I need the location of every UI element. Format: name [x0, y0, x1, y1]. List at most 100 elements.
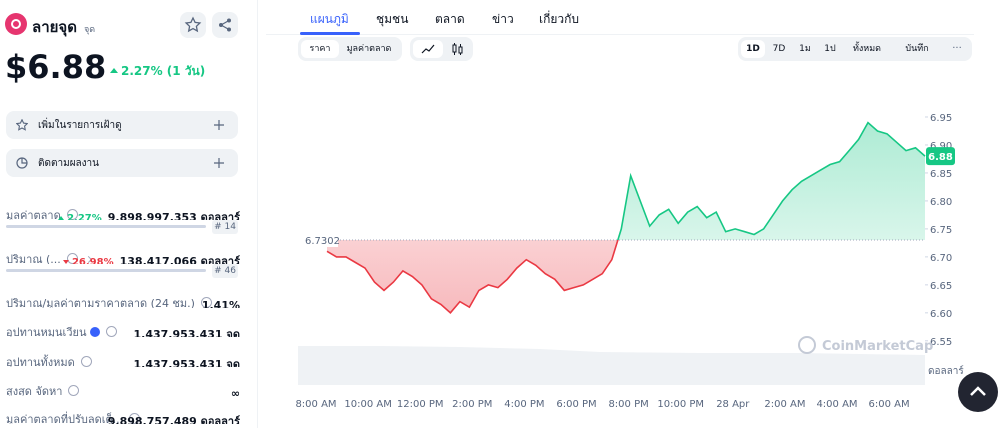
x-tick-label: 6:00 AM: [869, 399, 910, 410]
change-arrow: [62, 260, 69, 264]
tab-underline: [300, 32, 360, 35]
y-unit: ดอลลาร์: [928, 365, 964, 377]
stat-value-group: 1.41%: [202, 294, 240, 308]
range-button[interactable]: 1D: [741, 40, 765, 58]
tab[interactable]: ข่าว: [492, 12, 514, 26]
stat-row: สูงสุด จัดหา ∞: [6, 380, 240, 396]
stat-row: ปริมาณ/มูลค่าตามราคาตลาด (24 ชม.) 1.41%: [6, 292, 240, 308]
change-arrow: [58, 216, 65, 220]
stat-label: ปริมาณ/มูลค่าตามราคาตลาด (24 ชม.): [6, 294, 212, 308]
range-button[interactable]: บันทึก: [905, 44, 929, 54]
stat-value: ∞: [230, 387, 240, 396]
stat-change-text: 2.27%: [67, 213, 102, 220]
line-style-button[interactable]: [413, 40, 443, 58]
x-tick-label: 8:00 PM: [608, 399, 648, 410]
price: $6.88: [5, 48, 107, 86]
price-line-down: [326, 239, 619, 314]
stat-label: อุปทานหมุนเวียน: [6, 323, 118, 337]
tab-divider: [266, 34, 974, 35]
chart-style-toggle: [410, 37, 473, 61]
price-line-up: [617, 121, 926, 240]
stat-change: 26.98%: [62, 257, 114, 264]
price-change: 2.27% (1 วัน): [110, 62, 205, 81]
rank-bar: [6, 225, 206, 228]
tab[interactable]: ตลาด: [435, 12, 465, 26]
x-tick-label: 12:00 PM: [397, 399, 444, 410]
tab[interactable]: เกี่ยวกับ: [539, 12, 580, 26]
stat-label-text: มูลค่าตลาด: [6, 209, 61, 220]
star-button[interactable]: [180, 12, 206, 38]
mode-button[interactable]: มูลค่าตลาด: [346, 44, 392, 54]
stat-label-text: ปริมาณ/มูลค่าตามราคาตลาด (24 ชม.): [6, 297, 195, 308]
stat-label-text: มูลค่าตลาดที่ปรับลดเต็...: [6, 413, 124, 424]
range-button[interactable]: 7D: [772, 44, 786, 54]
x-tick-label: 6:00 PM: [556, 399, 596, 410]
x-tick-label: 2:00 PM: [452, 399, 492, 410]
coin-name: ลายจุด: [32, 18, 77, 36]
x-tick-label: 4:00 AM: [816, 399, 857, 410]
stat-label-text: อุปทานทั้งหมด: [6, 356, 75, 367]
info-icon: [66, 253, 78, 264]
more-button[interactable]: ···: [952, 43, 962, 54]
rank-bar: [6, 269, 206, 272]
y-tick-label: 6.85: [930, 169, 952, 180]
stat-value: 9,898,997,353 ดอลลาร์: [107, 211, 240, 220]
info-icon: [80, 356, 92, 367]
info-icon: [68, 385, 80, 396]
coin-header: ลายจุด จุด: [32, 15, 95, 39]
area-up: [327, 122, 925, 240]
rank-badge: # 46: [212, 264, 238, 278]
action-button[interactable]: ติดตามผลงาน: [6, 149, 238, 177]
y-tick-label: 6.55: [930, 337, 952, 348]
stat-value: 1,437,953,431 จุด: [133, 328, 241, 337]
info-icon: [129, 413, 141, 424]
range-button[interactable]: 1ป: [824, 44, 836, 54]
x-tick-label: 28 Apr: [716, 399, 750, 410]
share-icon: [219, 18, 231, 32]
y-tick-label: 6.65: [930, 281, 952, 292]
y-tick-label: 6.90: [930, 141, 952, 152]
range-button[interactable]: 1ม: [799, 44, 811, 54]
last-price-label: 6.88: [928, 152, 953, 163]
info-icon: [66, 209, 78, 220]
range-button[interactable]: ทั้งหมด: [852, 44, 882, 54]
stat-value-group: 2.27% 9,898,997,353 ดอลลาร์: [58, 206, 240, 220]
last-price-mark: [926, 147, 955, 166]
stat-label: มูลค่าตลาดที่ปรับลดเต็...: [6, 410, 141, 424]
price-change-text: 2.27% (1 วัน): [121, 64, 206, 78]
scroll-top-button[interactable]: [958, 372, 998, 412]
stat-change-text: 26.98%: [71, 257, 114, 264]
stat-value: 138,417,066 ดอลลาร์: [119, 255, 240, 264]
share-button[interactable]: [212, 12, 238, 38]
stat-label-text: ปริมาณ (...: [6, 253, 61, 264]
mode-button[interactable]: ราคา: [301, 40, 339, 58]
tab-active[interactable]: แผนภูมิ: [310, 12, 349, 26]
action-label: เพิ่มในรายการเฝ้าดู: [38, 120, 122, 131]
stat-label: ปริมาณ (...: [6, 250, 92, 264]
candle-style-button[interactable]: [446, 40, 470, 58]
action-button[interactable]: เพิ่มในรายการเฝ้าดู: [6, 111, 238, 139]
tab[interactable]: ชุมชน: [376, 12, 409, 26]
area-down: [327, 239, 618, 313]
coin-symbol: จุด: [84, 25, 96, 35]
stat-label-text: อุปทานหมุนเวียน: [6, 326, 87, 337]
info-icon: [200, 297, 212, 308]
stat-row: มูลค่าตลาดที่ปรับลดเต็... 9,898,757,489 ด…: [6, 408, 240, 424]
stat-value-group: 9,898,757,489 ดอลลาร์: [108, 410, 240, 424]
divider: [257, 0, 258, 428]
stat-label: มูลค่าตลาด: [6, 206, 78, 220]
stat-value: 1,437,953,431 จุด: [133, 358, 241, 367]
baseline-label: 6.7302: [305, 236, 340, 247]
stat-value-group: 1,437,953,431 จุด: [134, 353, 241, 367]
stat-row: มูลค่าตลาด 2.27% 9,898,997,353 ดอลลาร์: [6, 204, 240, 220]
range-toggle: [738, 37, 972, 61]
x-tick-label: 4:00 PM: [504, 399, 544, 410]
stat-row: อุปทานทั้งหมด 1,437,953,431 จุด: [6, 351, 240, 367]
stat-label: สูงสุด จัดหา: [6, 382, 80, 396]
y-tick-label: 6.80: [930, 197, 952, 208]
stat-label: อุปทานทั้งหมด: [6, 353, 92, 367]
info-icon: [106, 326, 118, 337]
y-tick-label: 6.75: [930, 225, 952, 236]
